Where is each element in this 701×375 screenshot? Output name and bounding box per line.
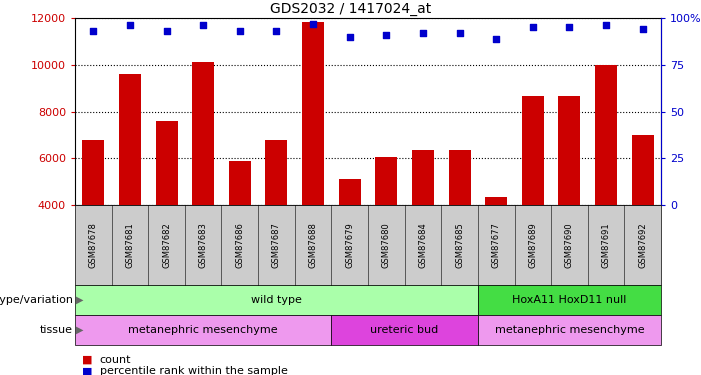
Bar: [375, 157, 397, 205]
Bar: [82, 140, 104, 205]
Text: ureteric bud: ureteric bud: [371, 325, 439, 335]
Bar: [192, 62, 215, 205]
Text: ■: ■: [82, 366, 93, 375]
Text: GSM87681: GSM87681: [125, 222, 135, 268]
Text: GSM87688: GSM87688: [308, 222, 318, 268]
Point: [454, 30, 465, 36]
Text: GSM87692: GSM87692: [638, 222, 647, 268]
Text: GSM87678: GSM87678: [89, 222, 98, 268]
Bar: [485, 197, 508, 205]
Point: [198, 22, 209, 28]
Text: metanephric mesenchyme: metanephric mesenchyme: [495, 325, 644, 335]
Text: GDS2032 / 1417024_at: GDS2032 / 1417024_at: [270, 2, 431, 16]
Bar: [449, 150, 470, 205]
Text: GSM87686: GSM87686: [236, 222, 245, 268]
Point: [601, 22, 612, 28]
Text: GSM87679: GSM87679: [345, 222, 354, 268]
Text: genotype/variation: genotype/variation: [0, 295, 73, 305]
Bar: [522, 96, 544, 205]
Text: GSM87685: GSM87685: [455, 222, 464, 268]
Text: ▶: ▶: [76, 295, 83, 305]
Text: HoxA11 HoxD11 null: HoxA11 HoxD11 null: [512, 295, 627, 305]
Text: ■: ■: [82, 355, 93, 365]
Bar: [559, 96, 580, 205]
Bar: [412, 150, 434, 205]
Text: count: count: [100, 355, 131, 365]
Point: [637, 26, 648, 32]
Point: [344, 34, 355, 40]
Text: GSM87683: GSM87683: [198, 222, 207, 268]
Point: [308, 21, 319, 27]
Point: [88, 28, 99, 34]
Bar: [339, 179, 361, 205]
Text: GSM87682: GSM87682: [162, 222, 171, 268]
Point: [124, 22, 135, 28]
Text: GSM87680: GSM87680: [382, 222, 391, 268]
Text: GSM87687: GSM87687: [272, 222, 281, 268]
Bar: [302, 21, 324, 205]
Bar: [595, 65, 617, 205]
Bar: [156, 121, 177, 205]
Text: wild type: wild type: [251, 295, 302, 305]
Text: tissue: tissue: [40, 325, 73, 335]
Bar: [266, 140, 287, 205]
Bar: [229, 160, 251, 205]
Point: [564, 24, 575, 30]
Bar: [119, 74, 141, 205]
Point: [381, 32, 392, 38]
Text: ▶: ▶: [76, 325, 83, 335]
Text: percentile rank within the sample: percentile rank within the sample: [100, 366, 287, 375]
Text: GSM87684: GSM87684: [418, 222, 428, 268]
Text: metanephric mesenchyme: metanephric mesenchyme: [128, 325, 278, 335]
Text: GSM87689: GSM87689: [529, 222, 537, 268]
Point: [417, 30, 428, 36]
Point: [491, 36, 502, 42]
Bar: [632, 135, 653, 205]
Text: GSM87691: GSM87691: [601, 222, 611, 268]
Point: [234, 28, 245, 34]
Point: [161, 28, 172, 34]
Text: GSM87677: GSM87677: [491, 222, 501, 268]
Point: [527, 24, 538, 30]
Text: GSM87690: GSM87690: [565, 222, 574, 268]
Point: [271, 28, 282, 34]
